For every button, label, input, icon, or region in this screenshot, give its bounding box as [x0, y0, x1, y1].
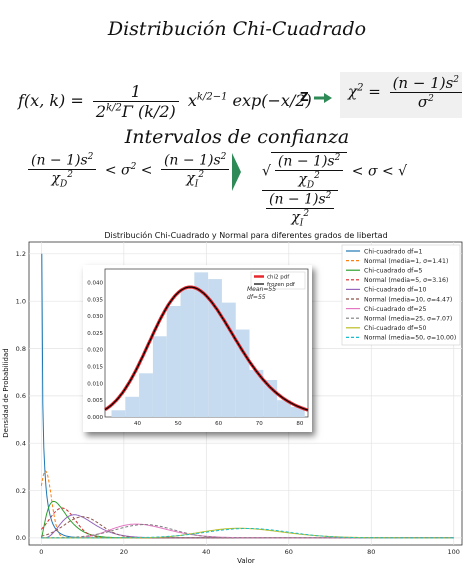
inset-x-tick-label: 80	[296, 421, 303, 427]
page-title: Distribución Chi-Cuadrado	[107, 18, 367, 40]
inset-annotation-df: df=55	[247, 294, 266, 301]
inset-y-tick-label: 0.040	[87, 280, 103, 286]
inset-annotation-mean: Mean=55	[247, 286, 276, 293]
histogram-bar	[125, 396, 140, 417]
std-interval-formula: √ (n − 1)s2 χD2 < σ < √ (n − 1)s2 χI2	[262, 152, 408, 229]
histogram-bar	[180, 289, 195, 417]
y-tick-label: 1.2	[16, 250, 26, 258]
inset-x-tick-label: 40	[134, 421, 141, 427]
inset-x-tick-label: 60	[215, 421, 222, 427]
z-label: Z	[300, 90, 309, 104]
inset-legend-box	[250, 271, 306, 290]
x-tick-label: 60	[285, 548, 293, 556]
inset-y-tick-label: 0.005	[87, 398, 103, 404]
inset-y-tick-label: 0.020	[87, 348, 103, 354]
legend-label: Normal (media=10, σ=4.47)	[364, 296, 452, 303]
inset-y-tick-label: 0.000	[87, 415, 103, 421]
legend-label: Chi-cuadrado df=25	[364, 306, 426, 313]
arrow-right-icon	[313, 92, 332, 103]
inset-y-tick-label: 0.025	[87, 331, 103, 337]
inset-chart: 40 50 60 70 80 0.000 0.005 0.010 0.015 0.020 0.025…	[87, 268, 309, 427]
inset-series-lines	[104, 285, 309, 412]
chevron-right-icon	[232, 153, 241, 191]
y-tick-label: 1.0	[16, 297, 26, 305]
legend-label: Chi-cuadrado df=10	[364, 287, 426, 294]
x-tick-label: 80	[367, 548, 375, 556]
chi-square-statistic-formula: χ2 = (n − 1)s2 σ2	[348, 74, 466, 111]
x-tick-label: 40	[202, 548, 210, 556]
y-tick-label: 0.2	[16, 487, 26, 495]
legend-label: Normal (media=50, σ=10.00)	[364, 335, 456, 342]
inset-y-tick-label: 0.015	[87, 365, 103, 371]
legend-label: Chi-cuadrado df=5	[364, 268, 423, 275]
x-axis-label: Valor	[237, 557, 255, 565]
series-lines	[40, 253, 454, 539]
y-tick-label: 0.0	[16, 534, 26, 542]
inset-x-tick-label: 70	[256, 421, 263, 427]
legend-box	[341, 244, 461, 346]
legend-label: Normal (media=5, σ=3.16)	[364, 277, 448, 284]
x-tick-label: 100	[448, 548, 460, 556]
chi-square-pdf-formula: f(x, k) = 1 2k/2Γ (k/2) xk/2−1 exp(−x/2)	[18, 82, 312, 121]
x-tick-label: 0	[39, 548, 43, 556]
y-tick-label: 0.6	[16, 392, 26, 400]
histogram-bars	[111, 272, 305, 417]
inset-x-tick-label: 50	[175, 421, 182, 427]
histogram-bar	[111, 410, 126, 417]
inset-y-tick-label: 0.035	[87, 297, 103, 303]
histogram-bar	[235, 329, 250, 417]
histogram-bar	[290, 406, 305, 417]
y-tick-label: 0.4	[16, 440, 26, 448]
legend-label: Normal (media=1, σ=1.41)	[364, 258, 448, 265]
inset-y-tick-label: 0.010	[87, 381, 103, 387]
series-line	[41, 528, 454, 539]
y-tick-label: 0.8	[16, 345, 26, 353]
histogram-bar	[152, 336, 167, 417]
inset-series-line	[104, 286, 309, 411]
histogram-bar	[139, 373, 153, 417]
z-transition: Z	[300, 90, 333, 104]
chart-title: Distribución Chi-Cuadrado y Normal para …	[104, 230, 387, 240]
inset-panel: 40 50 60 70 80 0.000 0.005 0.010 0.015 0.020 0.025…	[83, 265, 312, 432]
inset-legend-label: chi2 pdf	[267, 275, 290, 281]
legend-label: Chi-cuadrado df=50	[364, 325, 426, 332]
legend: Chi-cuadrado df=1 Normal (media=1, σ=1.41…	[341, 244, 461, 346]
histogram-bar	[277, 400, 291, 417]
histogram-bar	[166, 306, 181, 417]
axis-ticks: 0 20 40 60 80 100 0.0 0.2 0.4 0.6 0.8 1.0 1.2	[16, 250, 460, 556]
histogram-bar	[249, 369, 264, 417]
histogram-bar	[194, 272, 209, 417]
y-axis-label: Densidad de Probabilidad	[2, 348, 10, 437]
legend-label: Normal (media=25, σ=7.07)	[364, 316, 452, 323]
legend-label: Chi-cuadrado df=1	[364, 248, 423, 255]
variance-interval-formula: (n − 1)s2 χD2 < σ2 < (n − 1)s2 χI2	[24, 152, 233, 189]
x-tick-label: 20	[120, 548, 128, 556]
chi-square-statistic-box	[340, 72, 462, 118]
inset-legend-label: frozen pdf	[267, 282, 296, 288]
inset-axis-ticks: 40 50 60 70 80 0.000 0.005 0.010 0.015 0.020 0.025…	[87, 280, 304, 427]
section-subtitle: Intervalos de confianza	[124, 126, 350, 148]
inset-y-tick-label: 0.030	[87, 314, 103, 320]
